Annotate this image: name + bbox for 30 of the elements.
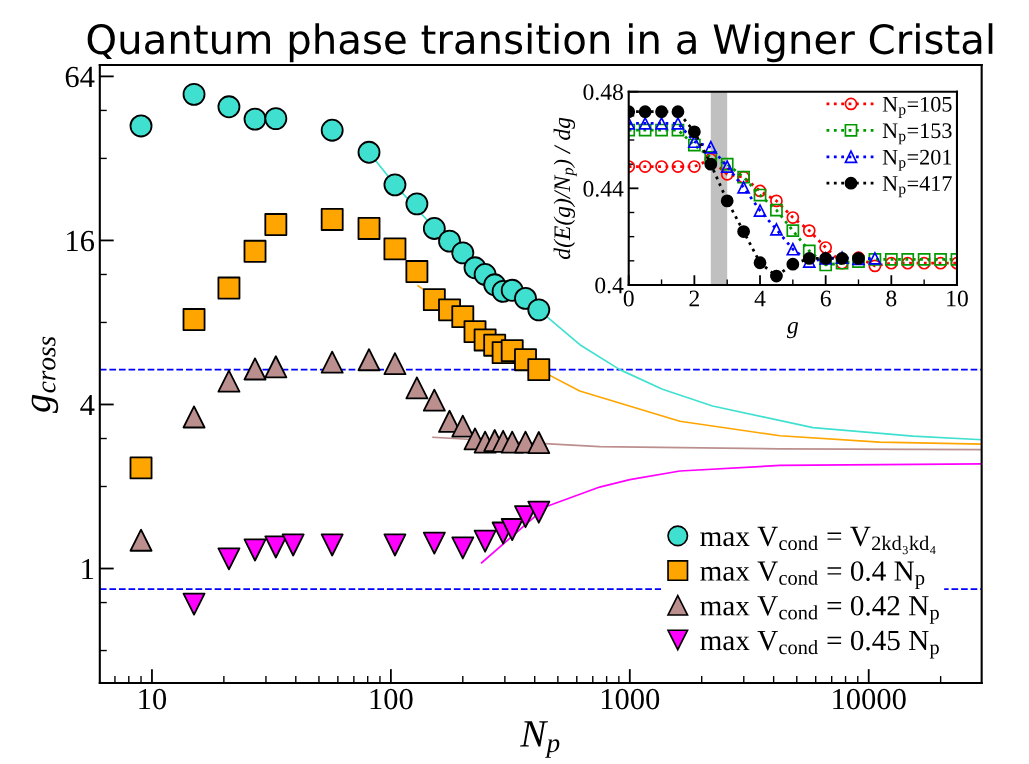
legend-label: N$_{p}$=417 xyxy=(882,176,952,198)
x-tick-label: 10 xyxy=(139,688,167,710)
y-tick-label: 1 xyxy=(82,558,94,580)
y-tick-label: 64 xyxy=(65,66,95,88)
y-tick-label: 4 xyxy=(80,394,95,416)
y-axis-title: g$_{cross}$ xyxy=(31,336,59,414)
x-axis-title: g xyxy=(786,322,799,339)
y-tick-label: 0.48 xyxy=(583,84,623,101)
y-tick-label: 0.4 xyxy=(595,277,624,294)
legend-label: N$_{p}$=201 xyxy=(882,149,952,171)
legend-label: max V$_{cond}$ = V$_{2kd₃kd₄}$ xyxy=(700,526,936,555)
y-tick-label: 0.44 xyxy=(583,180,624,197)
x-tick-label: 100 xyxy=(370,688,413,710)
chart-title: Quantum phase transition in a Wigner Cristal xyxy=(87,23,993,63)
x-tick-label: 10 xyxy=(947,290,968,307)
y-axis-title: d(E(g)/N$_{p}$) / dg xyxy=(553,117,577,260)
x-tick-label: 1000 xyxy=(601,688,660,710)
x-tick-label: 0 xyxy=(623,290,634,307)
legend-label: max V$_{cond}$ = 0.42 N$_{p}$ xyxy=(700,595,939,624)
legend-label: N$_{p}$=105 xyxy=(882,96,952,118)
legend-label: max V$_{cond}$ = 0.4 N$_{p}$ xyxy=(700,561,925,589)
x-tick-label: 2 xyxy=(689,290,699,307)
legend-label: N$_{p}$=153 xyxy=(882,123,952,145)
legend-label: max V$_{cond}$ = 0.45 N$_{p}$ xyxy=(700,630,939,659)
y-tick-label: 16 xyxy=(67,230,95,252)
x-axis-title: N$_{p}$ xyxy=(520,721,560,758)
x-tick-label: 8 xyxy=(886,290,897,307)
x-tick-label: 6 xyxy=(820,290,831,307)
x-tick-label: 4 xyxy=(754,290,766,307)
x-tick-label: 10000 xyxy=(833,688,906,710)
